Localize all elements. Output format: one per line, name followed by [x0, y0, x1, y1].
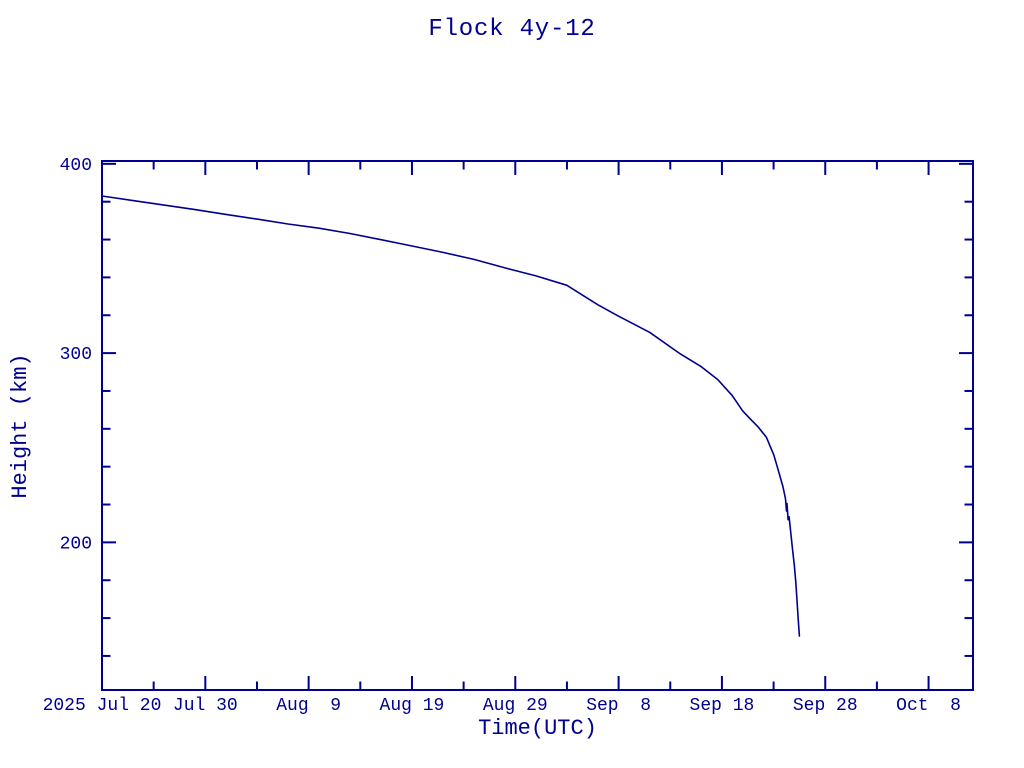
y-tick-label: 300 [60, 345, 92, 365]
x-tick-label: Aug 29 [483, 696, 548, 716]
x-axis-title: Time(UTC) [478, 716, 597, 741]
x-tick-label: Aug 19 [380, 696, 445, 716]
x-tick-label: Oct 8 [896, 696, 961, 716]
x-tick-label: Sep 18 [690, 696, 755, 716]
y-tick-label: 400 [60, 156, 92, 176]
x-tick-label: Sep 8 [586, 696, 651, 716]
x-tick-label: Aug 9 [276, 696, 341, 716]
x-tick-label: 2025 Jul 20 [43, 696, 162, 716]
axis-frame [101, 160, 974, 691]
x-tick-label: Jul 30 [173, 696, 238, 716]
chart-title: Flock 4y-12 [428, 16, 596, 43]
y-tick-label: 200 [60, 534, 92, 554]
x-tick-label: Sep 28 [793, 696, 858, 716]
y-axis-title: Height (km) [8, 353, 33, 499]
decay-curve [101, 195, 801, 637]
